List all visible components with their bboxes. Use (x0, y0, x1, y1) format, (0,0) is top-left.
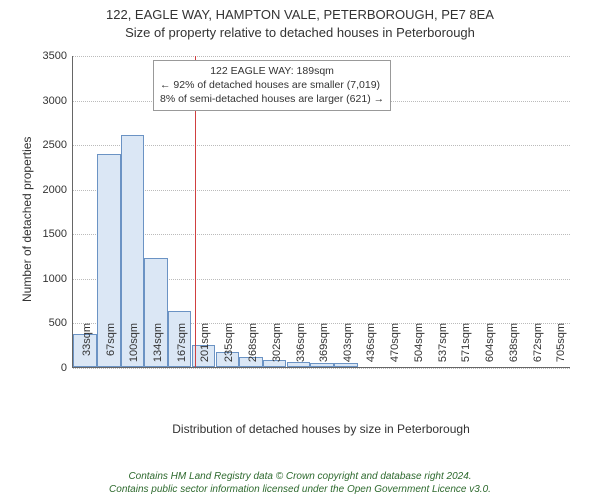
y-tick-label: 2500 (43, 139, 73, 151)
x-axis-label: Distribution of detached houses by size … (72, 422, 570, 436)
footer-line-2: Contains public sector information licen… (0, 484, 600, 497)
x-tick-label: 235sqm (223, 323, 235, 373)
x-tick-label: 537sqm (437, 323, 449, 373)
x-tick-label: 638sqm (508, 323, 520, 373)
footer: Contains HM Land Registry data © Crown c… (0, 471, 600, 496)
grid-line (73, 234, 570, 235)
grid-line (73, 190, 570, 191)
grid-line (73, 56, 570, 57)
annotation-line: 122 EAGLE WAY: 189sqm (160, 64, 384, 78)
annotation-line: 8% of semi-detached houses are larger (6… (160, 92, 384, 106)
y-tick-label: 2000 (43, 184, 73, 196)
x-tick-label: 201sqm (199, 323, 211, 373)
chart: 0 500 1000 1500 2000 2500 3000 3500 33sqm 67sqm 10… (0, 42, 600, 442)
y-tick-label: 0 (61, 362, 73, 374)
annotation-line: ← 92% of detached houses are smaller (7,… (160, 78, 384, 92)
x-tick-label: 436sqm (365, 323, 377, 373)
x-tick-label: 67sqm (105, 323, 117, 373)
x-tick-label: 571sqm (460, 323, 472, 373)
x-tick-label: 336sqm (295, 323, 307, 373)
x-tick-label: 504sqm (413, 323, 425, 373)
grid-line (73, 145, 570, 146)
page-subtitle: Size of property relative to detached ho… (0, 24, 600, 42)
page-title: 122, EAGLE WAY, HAMPTON VALE, PETERBOROU… (0, 6, 600, 24)
x-tick-label: 470sqm (389, 323, 401, 373)
x-tick-label: 604sqm (484, 323, 496, 373)
x-tick-label: 268sqm (247, 323, 259, 373)
y-tick-label: 500 (49, 317, 73, 329)
x-tick-label: 403sqm (342, 323, 354, 373)
y-axis-label: Number of detached properties (20, 137, 34, 302)
y-tick-label: 3500 (43, 50, 73, 62)
y-tick-label: 1000 (43, 273, 73, 285)
x-tick-label: 33sqm (81, 323, 93, 373)
y-tick-label: 3000 (43, 95, 73, 107)
x-tick-label: 100sqm (128, 323, 140, 373)
x-tick-label: 302sqm (271, 323, 283, 373)
x-tick-label: 672sqm (532, 323, 544, 373)
plot-area: 050010001500200025003000350033sqm67sqm10… (72, 56, 570, 368)
x-tick-label: 134sqm (152, 323, 164, 373)
x-tick-label: 705sqm (555, 323, 567, 373)
x-tick-label: 167sqm (176, 323, 188, 373)
title-block: 122, EAGLE WAY, HAMPTON VALE, PETERBOROU… (0, 0, 600, 41)
annotation-box: 122 EAGLE WAY: 189sqm← 92% of detached h… (153, 60, 391, 111)
x-tick-label: 369sqm (318, 323, 330, 373)
footer-line-1: Contains HM Land Registry data © Crown c… (0, 471, 600, 484)
y-tick-label: 1500 (43, 228, 73, 240)
